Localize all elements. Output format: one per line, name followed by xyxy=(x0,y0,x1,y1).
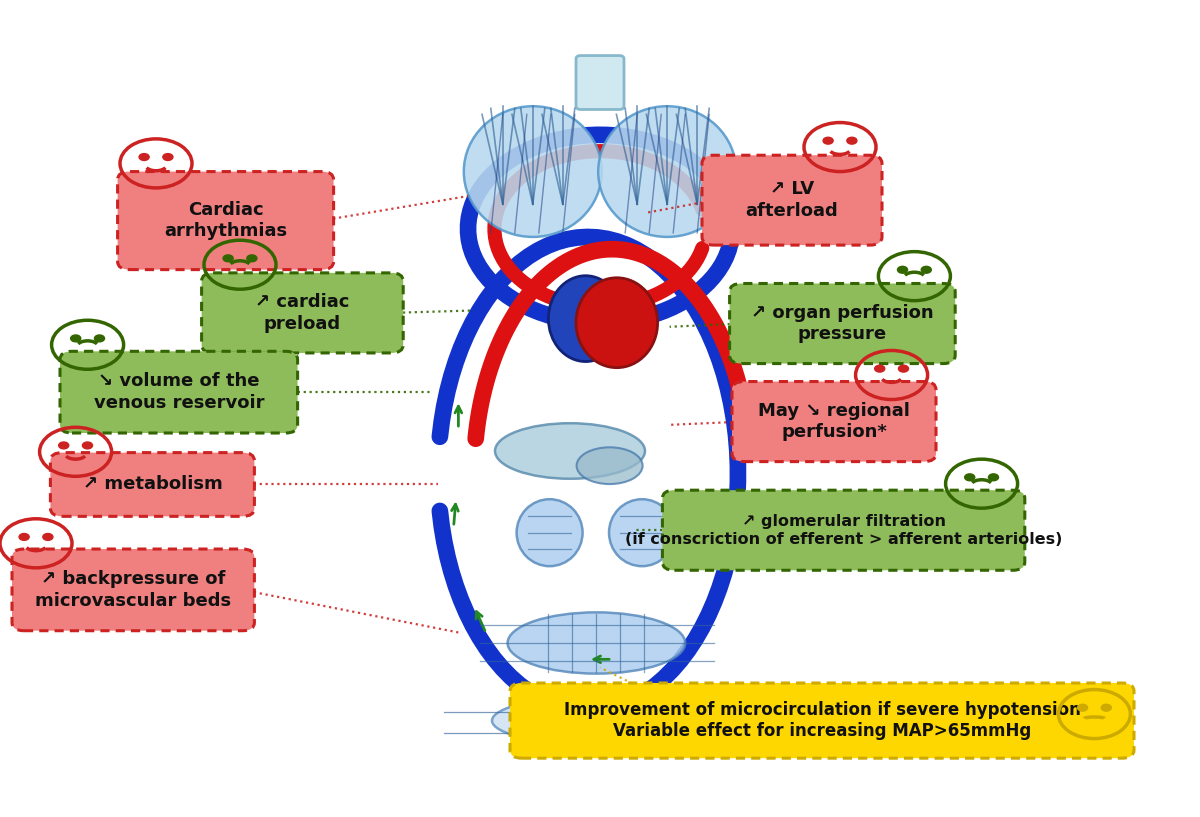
FancyBboxPatch shape xyxy=(510,683,1134,758)
Ellipse shape xyxy=(610,499,674,566)
Circle shape xyxy=(163,154,173,160)
FancyBboxPatch shape xyxy=(576,56,624,109)
Ellipse shape xyxy=(577,448,643,484)
Ellipse shape xyxy=(463,106,601,237)
Circle shape xyxy=(823,137,833,144)
Circle shape xyxy=(83,442,92,449)
Circle shape xyxy=(989,474,998,480)
Text: ↗ organ perfusion
pressure: ↗ organ perfusion pressure xyxy=(751,304,934,343)
Ellipse shape xyxy=(548,276,623,362)
Circle shape xyxy=(71,335,80,342)
Circle shape xyxy=(247,255,257,261)
Ellipse shape xyxy=(508,613,685,673)
FancyBboxPatch shape xyxy=(662,490,1025,570)
Text: ↗ LV
afterload: ↗ LV afterload xyxy=(745,181,839,220)
Text: ↘ volume of the
venous reservoir: ↘ volume of the venous reservoir xyxy=(94,373,264,412)
Circle shape xyxy=(19,534,29,540)
Circle shape xyxy=(898,266,907,273)
Text: ↗ glomerular filtration
(if conscriction of efferent > afferent arterioles): ↗ glomerular filtration (if conscriction… xyxy=(625,514,1062,547)
FancyBboxPatch shape xyxy=(50,453,254,516)
FancyBboxPatch shape xyxy=(118,172,334,270)
Text: Improvement of microcirculation if severe hypotension
Variable effect for increa: Improvement of microcirculation if sever… xyxy=(564,701,1080,740)
Circle shape xyxy=(875,365,884,372)
Text: ↗ metabolism: ↗ metabolism xyxy=(83,475,222,493)
Circle shape xyxy=(1102,704,1111,711)
FancyBboxPatch shape xyxy=(60,351,298,433)
Circle shape xyxy=(965,474,974,480)
Text: Cardiac
arrhythmias: Cardiac arrhythmias xyxy=(164,201,287,240)
Circle shape xyxy=(59,442,68,449)
Text: ↗ cardiac
preload: ↗ cardiac preload xyxy=(256,293,349,333)
Text: May ↘ regional
perfusion*: May ↘ regional perfusion* xyxy=(758,402,910,441)
Circle shape xyxy=(1078,704,1087,711)
Circle shape xyxy=(139,154,149,160)
Ellipse shape xyxy=(492,696,708,745)
Circle shape xyxy=(95,335,104,342)
Circle shape xyxy=(922,266,931,273)
FancyBboxPatch shape xyxy=(730,283,955,364)
Circle shape xyxy=(847,137,857,144)
Ellipse shape xyxy=(496,423,646,479)
FancyBboxPatch shape xyxy=(202,273,403,353)
Ellipse shape xyxy=(540,708,660,739)
Text: ↗ backpressure of
microvascular beds: ↗ backpressure of microvascular beds xyxy=(35,570,232,609)
FancyBboxPatch shape xyxy=(702,155,882,245)
Ellipse shape xyxy=(599,106,737,237)
FancyBboxPatch shape xyxy=(12,549,254,631)
Ellipse shape xyxy=(576,278,658,368)
Circle shape xyxy=(223,255,233,261)
Circle shape xyxy=(43,534,53,540)
Ellipse shape xyxy=(517,499,583,566)
FancyBboxPatch shape xyxy=(732,382,936,462)
Circle shape xyxy=(899,365,908,372)
